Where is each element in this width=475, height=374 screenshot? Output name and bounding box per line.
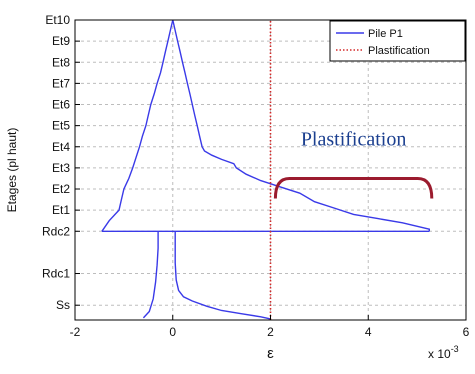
x-exponent-base: x 10	[428, 347, 451, 361]
x-axis-exponent: x 10-3	[428, 344, 459, 361]
x-axis-title: ε	[267, 345, 274, 362]
y-axis-title: Etages (pl haut)	[5, 128, 19, 213]
y-tick-label: Et6	[52, 98, 70, 112]
legend-box	[329, 20, 466, 62]
annotation: Plastification	[273, 128, 434, 199]
y-tick-label: Rdc2	[42, 224, 70, 238]
y-tick-label: Et3	[52, 161, 70, 175]
y-tick-label: Et5	[52, 119, 70, 133]
y-tick-label: Et2	[52, 182, 70, 196]
series-layer	[101, 19, 430, 320]
x-tick-label: 6	[463, 325, 470, 339]
x-tick-label: 0	[169, 325, 176, 339]
series-0-lower-left-envelope	[142, 231, 159, 319]
y-tick-label: Et10	[45, 13, 70, 27]
x-tick-label: -2	[70, 325, 81, 339]
series-0-upper-right-envelope	[172, 19, 430, 232]
legend-label-pile-p1: Pile P1	[368, 28, 403, 40]
legend-label-plastification: Plastification	[368, 45, 430, 57]
y-tick-label: Et4	[52, 140, 70, 154]
grid	[74, 19, 467, 320]
x-tick-label: 4	[365, 325, 372, 339]
y-tick-label: Rdc1	[42, 267, 70, 281]
legend: Pile P1 Plastification	[329, 20, 466, 62]
x-exponent-power: -3	[451, 344, 459, 354]
y-tick-label: Et8	[52, 55, 70, 69]
y-tick-label: Ss	[56, 298, 70, 312]
y-tick-label: Et9	[52, 34, 70, 48]
series-0-upper-left-envelope	[101, 19, 174, 232]
x-tick-label: 2	[267, 325, 274, 339]
ticks: Et10 Et9 Et8 Et7 Et6 Et5 Et4 Et3 Et2 Et1 Rdc2 Rdc1 S…	[42, 13, 470, 339]
y-tick-label: Et7	[52, 76, 70, 90]
annotation-brace	[273, 176, 434, 199]
y-tick-label: Et1	[52, 203, 70, 217]
series-0-lower-right-envelope	[174, 231, 271, 320]
annotation-label: Plastification	[301, 128, 407, 150]
